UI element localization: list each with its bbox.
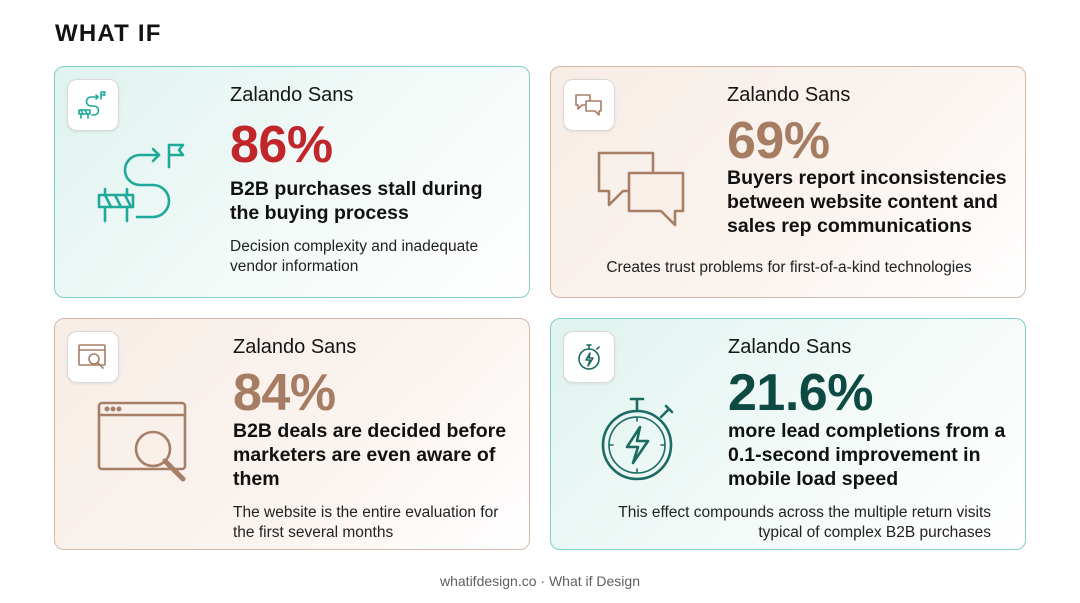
stat-value: 69% [727,112,830,170]
footer-credit: whatifdesign.co · What if Design [440,573,640,589]
stopwatch-bolt-icon [601,397,674,481]
stat-card-inconsistencies: Zalando Sans 69% Buyers report inconsist… [550,66,1026,298]
font-label: Zalando Sans [727,84,851,106]
stat-headline: B2B deals are decided before marketers a… [233,420,507,490]
browser-search-icon [97,401,187,482]
stopwatch-bolt-badge-icon [563,331,615,383]
stat-description: The website is the entire evaluation for… [233,504,499,541]
stat-value: 86% [230,116,333,174]
stat-headline: more lead completions from a 0.1-second … [728,420,1006,490]
roadblock-path-badge-icon [67,79,119,131]
stat-card-purchases-stall: Zalando Sans 86% B2B purchases stall dur… [54,66,530,298]
stat-description: This effect compounds across the multipl… [618,504,991,541]
brand-logo: WHAT IF [55,20,162,47]
browser-search-badge-icon [67,331,119,383]
stat-card-lead-completions: Zalando Sans 21.6% more lead completions… [550,318,1026,550]
font-label: Zalando Sans [233,336,357,358]
chat-bubbles-badge-icon [563,79,615,131]
stat-card-deals-decided: Zalando Sans 84% B2B deals are decided b… [54,318,530,550]
roadblock-path-icon [97,143,185,223]
stat-description: Decision complexity and inadequate vendo… [230,238,479,275]
font-label: Zalando Sans [728,336,852,358]
chat-bubbles-icon [597,151,685,227]
font-label: Zalando Sans [230,84,354,106]
stat-headline: B2B purchases stall during the buying pr… [230,178,483,224]
stat-value: 21.6% [728,364,873,422]
stat-description: Creates trust problems for first-of-a-ki… [606,259,972,276]
stat-headline: Buyers report inconsistencies between we… [727,167,1007,237]
stat-value: 84% [233,364,336,422]
